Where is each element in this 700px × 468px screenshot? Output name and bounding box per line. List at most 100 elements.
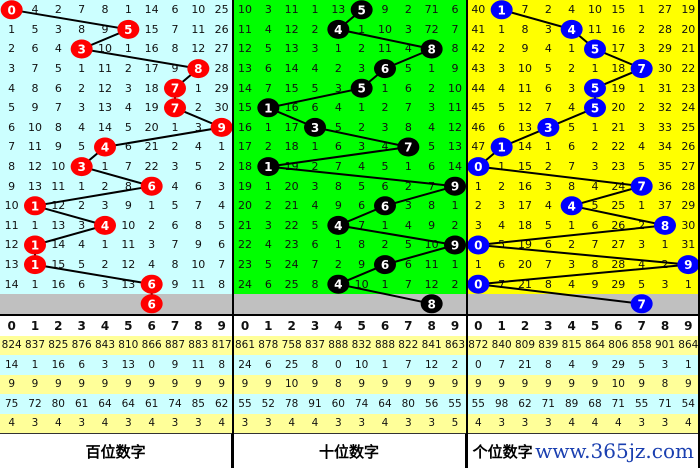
section-divider [465, 0, 468, 468]
stat-cell: 91 [303, 394, 328, 415]
hit-ball: 1 [24, 255, 46, 275]
hit-ball: 4 [560, 19, 583, 39]
ball-digit: 7 [404, 141, 412, 155]
trend-line [475, 8, 689, 305]
omission-cell: 13 [280, 39, 305, 60]
omission-cell: 10 [233, 0, 258, 21]
omission-cell: 12 [23, 156, 48, 178]
hit-ball: 1 [490, 137, 513, 157]
hit-ball: 3 [537, 117, 560, 137]
ball-digit: 1 [264, 160, 272, 174]
hit-ball: 1 [257, 157, 280, 177]
prediction-ball: 6 [140, 294, 163, 314]
hit-ball: 6 [374, 59, 396, 79]
stat-cell: 883 [186, 335, 211, 357]
prediction-ball: 7 [630, 294, 653, 314]
ball-digit: 6 [147, 297, 155, 311]
hit-ball: 4 [327, 215, 350, 235]
hit-ball: 9 [677, 255, 700, 275]
trend-line [11, 8, 226, 304]
hit-ball: 3 [304, 117, 326, 137]
ball-digit: 9 [451, 239, 459, 253]
stat-cell: 71 [606, 394, 631, 415]
ball-digit: 4 [567, 23, 575, 37]
omission-cell: 16 [140, 39, 165, 60]
omission-cell: 19 [140, 98, 165, 119]
ball-digit: 7 [637, 297, 645, 311]
ball-digit: 6 [147, 278, 155, 292]
omission-cell: 15 [280, 78, 305, 99]
hit-ball: 8 [420, 39, 443, 59]
stat-cell: 841 [420, 335, 445, 357]
omission-cell: 11 [93, 58, 118, 80]
hit-ball: 7 [630, 59, 653, 79]
hit-ball: 5 [584, 98, 606, 118]
hit-ball: 8 [654, 215, 676, 235]
omission-cell: 29 [210, 78, 235, 99]
omission-cell: 23 [606, 156, 631, 178]
stat-cell: 29 [606, 355, 631, 376]
ball-digit: 7 [637, 62, 645, 76]
hit-ball: 4 [560, 196, 583, 216]
stat-cell: 75 [0, 394, 25, 415]
ball-digit: 7 [171, 101, 179, 115]
hit-ball: 5 [350, 0, 373, 20]
ball-digit: 0 [7, 3, 15, 17]
hit-ball: 4 [94, 137, 116, 157]
ball-digit: 6 [147, 180, 155, 194]
stat-cell: 861 [233, 335, 258, 357]
ball-digit: 3 [77, 43, 85, 57]
stat-cell: 864 [676, 335, 700, 357]
ball-digit: 6 [381, 62, 389, 76]
hit-ball: 0 [0, 0, 23, 20]
hit-ball: 3 [70, 39, 93, 59]
omission-cell: 20 [140, 117, 165, 139]
ball-digit: 1 [497, 141, 505, 155]
ball-digit: 1 [264, 101, 272, 115]
ball-digit: 3 [311, 121, 319, 135]
hit-ball: 9 [444, 176, 466, 196]
ball-digit: 5 [124, 23, 132, 37]
ball-digit: 9 [451, 180, 459, 194]
omission-cell: 21 [606, 117, 631, 139]
stat-cell: 61 [70, 394, 95, 415]
ball-digit: 3 [77, 160, 85, 174]
hit-ball: 1 [24, 235, 46, 255]
hit-ball: 7 [164, 78, 186, 98]
ball-digit: 4 [334, 219, 342, 233]
omission-cell: 22 [676, 58, 700, 80]
hit-ball: 7 [397, 137, 420, 157]
ball-digit: 0 [474, 278, 482, 292]
omission-cell: 28 [210, 58, 235, 80]
ball-digit: 9 [217, 121, 225, 135]
ball-digit: 8 [194, 62, 202, 76]
hit-ball: 8 [187, 59, 210, 79]
ball-digit: 5 [591, 82, 599, 96]
omission-cell: 14 [233, 78, 258, 99]
ball-digit: 6 [381, 258, 389, 272]
hit-ball: 1 [24, 196, 46, 216]
ball-digit: 8 [427, 43, 435, 57]
ball-digit: 8 [661, 219, 669, 233]
hit-ball: 0 [467, 235, 490, 255]
hit-ball: 9 [444, 235, 466, 255]
trend-line [264, 9, 456, 305]
ball-digit: 1 [31, 199, 39, 213]
hit-ball: 3 [70, 157, 93, 177]
ball-digit: 6 [381, 199, 389, 213]
ball-digit: 4 [334, 23, 342, 37]
stat-cell: 72 [23, 394, 48, 415]
omission-cell: 44 [466, 78, 491, 99]
ball-digit: 4 [101, 219, 109, 233]
ball-digit: 5 [357, 82, 365, 96]
hit-ball: 6 [374, 255, 396, 275]
hit-ball: 9 [210, 117, 233, 137]
watermark: www.365jz.com [535, 438, 694, 463]
hit-ball: 4 [327, 19, 350, 39]
hit-ball: 7 [630, 176, 653, 196]
hit-ball: 1 [490, 0, 513, 20]
ball-digit: 9 [684, 258, 692, 272]
ball-digit: 4 [334, 278, 342, 292]
ball-digit: 1 [497, 3, 505, 17]
